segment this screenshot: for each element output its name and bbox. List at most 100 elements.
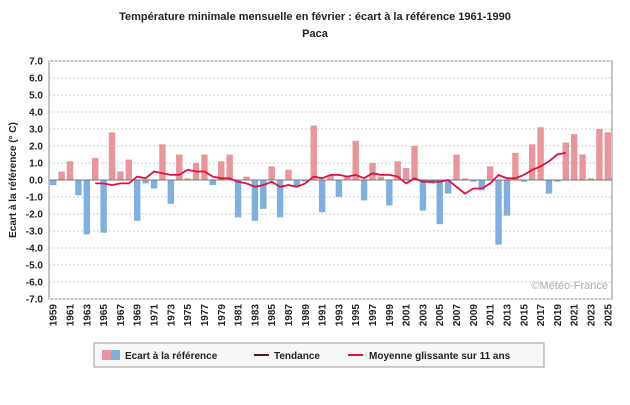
bar xyxy=(108,132,116,180)
legend-box xyxy=(93,342,545,368)
x-tick-label: 2019 xyxy=(553,304,564,327)
bar xyxy=(150,180,158,189)
bar xyxy=(554,180,561,182)
x-tick-label: 1965 xyxy=(99,304,110,327)
x-tick-label: 1991 xyxy=(318,304,329,327)
bar xyxy=(579,154,586,180)
bar xyxy=(234,180,242,218)
bar xyxy=(125,159,133,180)
x-tick-label: 2017 xyxy=(536,304,547,327)
x-tick-label: 2021 xyxy=(570,304,581,327)
bar xyxy=(134,180,141,221)
bar xyxy=(50,180,57,186)
bar xyxy=(92,157,99,180)
bar xyxy=(444,180,452,194)
x-tick-label: 1975 xyxy=(183,304,194,327)
bar xyxy=(436,180,443,225)
y-tick-label: -3.0 xyxy=(26,227,44,238)
x-tick-label: 2005 xyxy=(435,304,446,327)
bar xyxy=(318,180,326,213)
y-tick-label: 1.0 xyxy=(29,159,43,170)
x-tick-label: 1961 xyxy=(66,304,77,327)
bar xyxy=(226,154,233,180)
bar xyxy=(335,180,343,197)
x-tick-label: 1997 xyxy=(368,304,379,327)
bar xyxy=(83,180,91,235)
y-tick-label: 0.0 xyxy=(29,176,43,187)
bar xyxy=(159,144,166,180)
bar xyxy=(142,180,149,184)
bar xyxy=(209,180,217,186)
x-tick-label: 1981 xyxy=(234,304,245,327)
x-tick-label: 1969 xyxy=(133,304,144,327)
bar xyxy=(75,180,82,196)
y-tick-label: 3.0 xyxy=(29,125,43,136)
x-tick-label: 2003 xyxy=(418,304,429,327)
x-tick-label: 1967 xyxy=(116,304,127,327)
bar xyxy=(596,129,603,180)
y-tick-label: -1.0 xyxy=(26,193,44,204)
bar xyxy=(461,178,469,180)
x-tick-label: 1999 xyxy=(385,304,396,327)
bar xyxy=(251,180,259,221)
bar xyxy=(411,146,418,180)
bar xyxy=(243,176,250,180)
bar xyxy=(587,178,595,180)
bar xyxy=(117,171,124,180)
bar xyxy=(570,134,578,180)
y-tick-label: 4.0 xyxy=(29,108,43,119)
x-tick-label: 1987 xyxy=(284,304,295,327)
x-tick-label: 1983 xyxy=(250,304,261,327)
watermark-text: ©Météo-France xyxy=(531,280,608,292)
bar xyxy=(344,176,351,180)
bar xyxy=(218,161,225,180)
x-tick-label: 2023 xyxy=(586,304,597,327)
bar xyxy=(377,176,385,180)
legend-swatch-positive xyxy=(102,350,111,360)
y-tick-label: 7.0 xyxy=(29,57,43,68)
bar xyxy=(486,166,494,180)
bar xyxy=(495,180,502,245)
bar xyxy=(394,161,401,180)
y-tick-label: -6.0 xyxy=(26,278,44,289)
x-tick-label: 1979 xyxy=(217,304,228,327)
bar xyxy=(293,180,301,187)
y-tick-label: -5.0 xyxy=(26,261,44,272)
x-tick-label: 2009 xyxy=(469,304,480,327)
x-tick-label: 2001 xyxy=(402,304,413,327)
legend-label-ecart: Ecart à la référence xyxy=(125,351,218,362)
bar xyxy=(470,180,477,182)
bar xyxy=(285,169,292,180)
x-tick-label: 2025 xyxy=(603,304,614,327)
y-axis-label: Ecart à la référence (° C) xyxy=(8,122,19,238)
y-tick-label: 6.0 xyxy=(29,74,43,85)
y-tick-label: 2.0 xyxy=(29,142,43,153)
bar xyxy=(327,174,334,180)
legend-label-moving-average: Moyenne glissante sur 11 ans xyxy=(369,351,511,362)
bar xyxy=(184,178,191,180)
x-tick-label: 2007 xyxy=(452,304,463,327)
x-tick-label: 2011 xyxy=(486,304,497,326)
legend-swatch-negative xyxy=(111,350,120,360)
bar xyxy=(545,180,553,194)
bar xyxy=(167,180,175,204)
bar xyxy=(66,161,74,180)
x-tick-label: 2015 xyxy=(519,304,530,327)
bar xyxy=(562,142,569,180)
bar xyxy=(520,180,527,182)
bar xyxy=(503,180,511,216)
x-tick-label: 1977 xyxy=(200,304,211,327)
bar xyxy=(419,180,427,211)
x-tick-label: 1973 xyxy=(166,304,177,327)
bar xyxy=(302,180,309,182)
chart-subtitle: Paca xyxy=(302,28,328,40)
x-tick-label: 1989 xyxy=(301,304,312,327)
bar xyxy=(537,127,544,180)
x-tick-label: 1993 xyxy=(334,304,345,327)
bar xyxy=(528,144,536,180)
x-tick-label: 2013 xyxy=(502,304,513,327)
bar xyxy=(402,168,410,180)
bar xyxy=(360,180,368,201)
bar xyxy=(604,132,611,180)
